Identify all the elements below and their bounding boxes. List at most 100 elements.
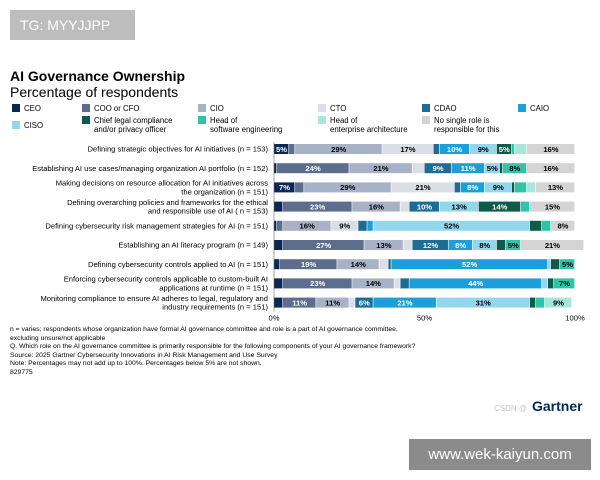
bar-segment bbox=[520, 240, 584, 250]
bar-segment bbox=[400, 278, 409, 289]
legend-swatch bbox=[318, 104, 326, 112]
bar-segment bbox=[355, 297, 373, 308]
category-label: Defining strategic objectives for AI ini… bbox=[88, 145, 269, 154]
data-label: 29% bbox=[331, 145, 346, 154]
data-label: 21% bbox=[373, 164, 388, 173]
data-label: 5% bbox=[487, 164, 498, 173]
x-tick-label: 0% bbox=[269, 314, 280, 323]
bar-segment bbox=[496, 240, 506, 250]
data-label: 9% bbox=[478, 145, 489, 154]
bar-segment bbox=[394, 278, 400, 289]
bar-segment bbox=[283, 297, 316, 308]
tag-label: TG: MYYJJPP bbox=[10, 10, 135, 40]
data-label: 19% bbox=[301, 260, 316, 269]
legend-label: CIO bbox=[210, 104, 224, 113]
stacked-bar-chart: Defining strategic objectives for AI ini… bbox=[32, 142, 585, 323]
data-label: 8% bbox=[557, 222, 568, 231]
data-label: 6% bbox=[359, 298, 370, 307]
bar-segment bbox=[478, 201, 521, 212]
bar-segment bbox=[502, 163, 527, 174]
data-label: 10% bbox=[447, 145, 462, 154]
bar-segment bbox=[400, 201, 409, 212]
category-label: Defining cybersecurity controls applied … bbox=[88, 260, 268, 269]
data-label: 11% bbox=[325, 298, 340, 307]
legend-item: CIO bbox=[198, 104, 224, 113]
bar-segment bbox=[382, 144, 433, 154]
data-label: 7% bbox=[559, 279, 570, 288]
data-label: 23% bbox=[310, 202, 325, 211]
bar-segment bbox=[514, 144, 527, 154]
bar-segment bbox=[514, 182, 527, 193]
data-label: 21% bbox=[397, 298, 412, 307]
bar-segment bbox=[511, 144, 515, 154]
footer-url-badge[interactable]: www.wek-kaiyun.com bbox=[409, 439, 591, 470]
bar-segment bbox=[412, 163, 424, 174]
bar-segment bbox=[547, 278, 554, 289]
data-label: 8% bbox=[455, 241, 466, 250]
bar-segment bbox=[277, 220, 283, 231]
bar-segment bbox=[274, 182, 295, 193]
legend-label: Head of enterprise architecture bbox=[330, 116, 408, 134]
data-label: 23% bbox=[310, 279, 325, 288]
bar-segment bbox=[472, 240, 497, 250]
bar-segment bbox=[352, 278, 394, 289]
bar-segment bbox=[283, 220, 331, 231]
bar-segment bbox=[505, 240, 521, 250]
data-label: 5% bbox=[508, 241, 519, 250]
bar-segment bbox=[484, 182, 512, 193]
bar-segment bbox=[424, 163, 451, 174]
bar-segment bbox=[316, 297, 349, 308]
category-label: Establishing an AI literacy program (n =… bbox=[118, 241, 268, 250]
legend-item: CDAO bbox=[422, 104, 457, 113]
bar-segment bbox=[391, 259, 548, 270]
bar-segment bbox=[529, 297, 536, 308]
bar-segment bbox=[331, 220, 358, 231]
data-label: 10% bbox=[417, 202, 432, 211]
data-label: 9% bbox=[433, 164, 444, 173]
bar-segment bbox=[274, 278, 283, 289]
category-label: Establishing AI use cases/managing organ… bbox=[32, 164, 268, 173]
bar-segment bbox=[499, 163, 503, 174]
bar-segment bbox=[349, 297, 355, 308]
bar-segment bbox=[511, 182, 515, 193]
bar-segment bbox=[274, 240, 283, 250]
bar-segment bbox=[289, 144, 295, 154]
bar-segment bbox=[550, 259, 560, 270]
legend-swatch bbox=[12, 121, 20, 129]
x-tick-label: 50% bbox=[417, 314, 432, 323]
legend-label: Chief legal compliance and/or privacy of… bbox=[94, 116, 173, 134]
category-label: Monitoring compliance to ensure AI adher… bbox=[40, 294, 268, 312]
data-label: 11% bbox=[461, 164, 476, 173]
bar-segment bbox=[391, 182, 454, 193]
bar-segment bbox=[439, 201, 479, 212]
bar-segment bbox=[274, 144, 289, 154]
bar-segment bbox=[451, 163, 485, 174]
data-label: 24% bbox=[306, 164, 321, 173]
data-label: 14% bbox=[366, 279, 381, 288]
bar-segment bbox=[373, 220, 530, 231]
data-label: 5% bbox=[499, 145, 510, 154]
data-label: 31% bbox=[476, 298, 491, 307]
bar-segment bbox=[526, 182, 536, 193]
chart-subtitle: Percentage of respondents bbox=[10, 84, 179, 100]
legend-item: CISO bbox=[12, 121, 43, 130]
bar-segment bbox=[295, 144, 382, 154]
data-label: 8% bbox=[479, 241, 490, 250]
data-label: 5% bbox=[562, 260, 573, 269]
legend-swatch bbox=[198, 116, 206, 124]
bar-segment bbox=[448, 240, 473, 250]
bar-segment bbox=[529, 201, 575, 212]
legend-item: CEO bbox=[12, 104, 41, 113]
category-label: Defining cybersecurity risk management s… bbox=[45, 221, 268, 230]
legend-item: Head of software engineering bbox=[198, 116, 282, 134]
bar-segment bbox=[550, 220, 575, 231]
category-label: Enforcing cybersecurity controls applica… bbox=[64, 275, 269, 293]
data-label: 27% bbox=[316, 241, 331, 250]
data-label: 11% bbox=[292, 298, 307, 307]
data-label: 13% bbox=[452, 202, 467, 211]
bar-segment bbox=[454, 182, 461, 193]
category-label: Making decisions on resource allocation … bbox=[56, 179, 269, 197]
bar-segment bbox=[403, 240, 412, 250]
bar-segment bbox=[274, 163, 277, 174]
data-label: 9% bbox=[553, 298, 564, 307]
